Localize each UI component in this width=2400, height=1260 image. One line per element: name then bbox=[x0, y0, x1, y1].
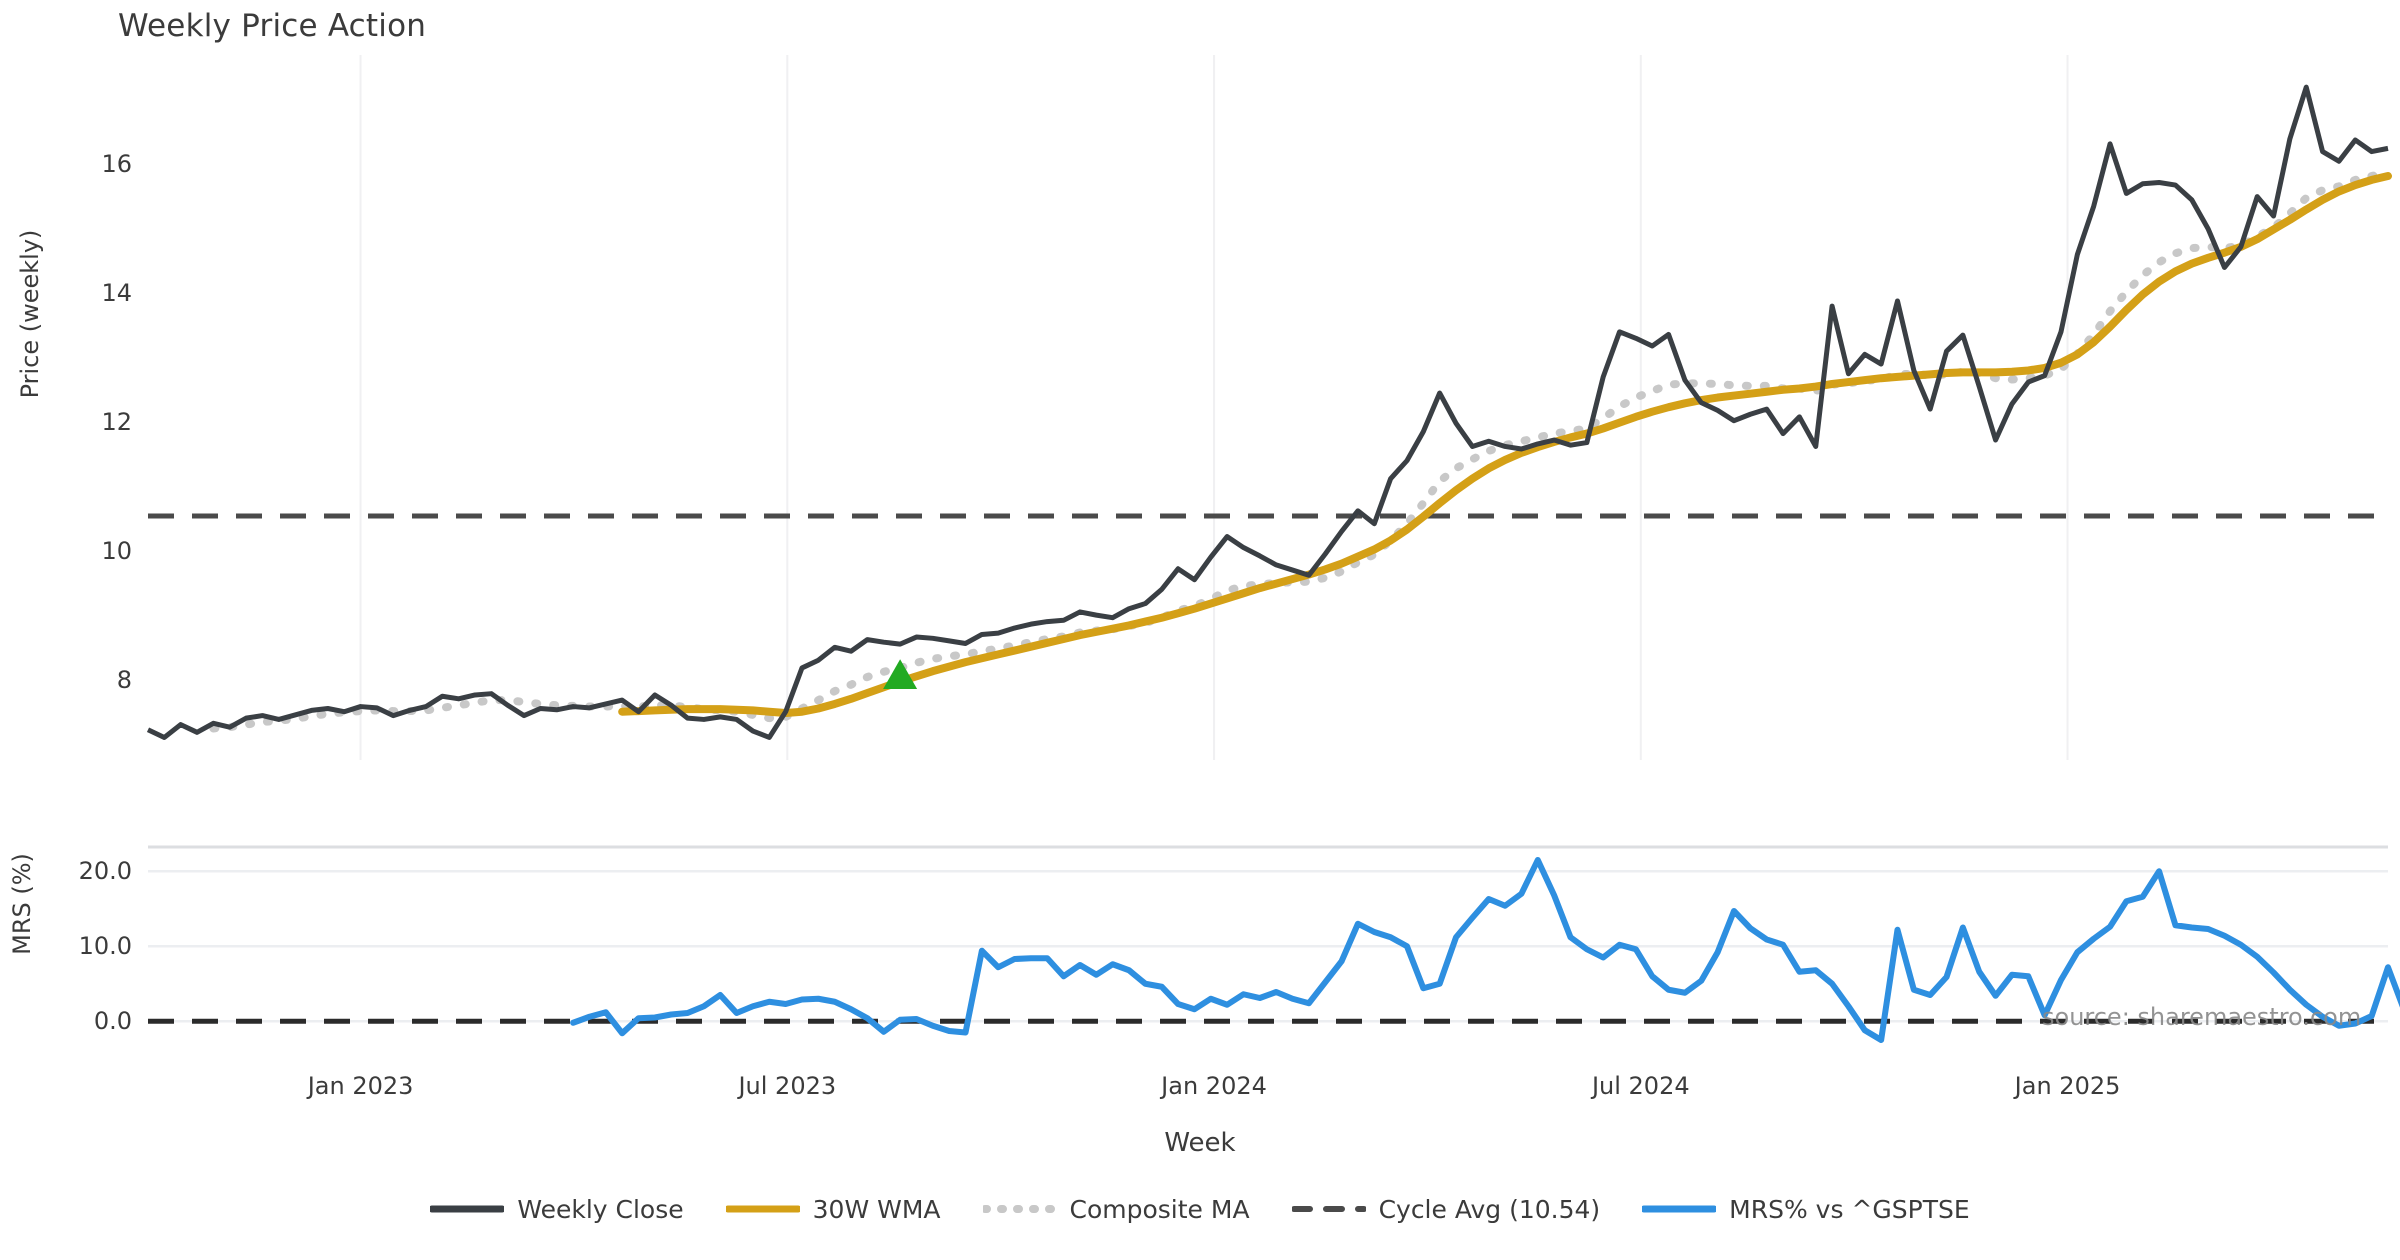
legend-label: Weekly Close bbox=[517, 1194, 684, 1224]
legend-item-0[interactable]: Weekly Close bbox=[430, 1194, 684, 1224]
mrs-ytick-label: 0.0 bbox=[93, 1007, 132, 1036]
wma-line bbox=[618, 172, 2392, 717]
price-ytick-label: 16 bbox=[101, 150, 132, 179]
buy-signal-marker bbox=[883, 659, 918, 690]
legend-item-4[interactable]: MRS% vs ^GSPTSE bbox=[1642, 1194, 1970, 1224]
weekly-close-line bbox=[146, 84, 2389, 740]
legend-item-1[interactable]: 30W WMA bbox=[725, 1194, 941, 1224]
price-ytick-label: 8 bbox=[116, 665, 132, 694]
page-title: Weekly Price Action bbox=[118, 8, 427, 44]
price-y-axis-ticks: 8 10 12 14 16 bbox=[40, 55, 132, 760]
price-ytick-label: 14 bbox=[101, 279, 132, 308]
mrs-chart-panel bbox=[148, 845, 2400, 1055]
price-ytick-label: 12 bbox=[101, 407, 132, 436]
x-tick-label: Jan 2024 bbox=[1161, 1072, 1267, 1100]
mrs-ytick-label: 10.0 bbox=[78, 932, 132, 961]
x-tick-label: Jul 2024 bbox=[1591, 1072, 1690, 1100]
legend-label: 30W WMA bbox=[812, 1194, 941, 1224]
legend-label: Composite MA bbox=[1069, 1194, 1250, 1224]
mrs-line bbox=[570, 857, 2400, 1043]
mrs-y-axis-label: MRS (%) bbox=[8, 853, 36, 955]
legend-item-2[interactable]: Composite MA bbox=[982, 1194, 1250, 1224]
legend-swatch-icon bbox=[1291, 1206, 1366, 1212]
chart-legend: Weekly Close 30W WMA Composite MA Cycle Avg… bbox=[0, 1186, 2400, 1232]
price-y-axis-label: Price (weekly) bbox=[16, 229, 44, 399]
legend-swatch-icon bbox=[725, 1205, 800, 1213]
x-axis-ticks: Jan 2023 Jul 2023 Jan 2024 Jul 2024 Jan 2025… bbox=[148, 1072, 2388, 1112]
x-tick-label: Jan 2023 bbox=[307, 1072, 414, 1100]
source-watermark: source: sharemaestro.com bbox=[2042, 1003, 2362, 1031]
legend-swatch-icon bbox=[982, 1205, 1057, 1213]
price-ytick-label: 10 bbox=[101, 536, 132, 565]
legend-item-3[interactable]: Cycle Avg (10.54) bbox=[1291, 1194, 1601, 1224]
legend-swatch-icon bbox=[1642, 1205, 1717, 1213]
x-axis-label: Week bbox=[1164, 1128, 1236, 1158]
x-tick-label: Jan 2025 bbox=[2014, 1072, 2121, 1100]
mrs-y-axis-ticks: 0.0 10.0 20.0 bbox=[10, 845, 132, 1055]
mrs-ytick-label: 20.0 bbox=[78, 857, 132, 886]
price-chart-panel bbox=[146, 55, 2392, 760]
x-tick-label: Jul 2023 bbox=[738, 1072, 837, 1100]
legend-swatch-icon bbox=[430, 1205, 505, 1213]
legend-label: Cycle Avg (10.54) bbox=[1378, 1194, 1601, 1224]
price-plot bbox=[146, 55, 2392, 760]
mrs-plot bbox=[148, 845, 2400, 1043]
legend-label: MRS% vs ^GSPTSE bbox=[1729, 1194, 1970, 1224]
composite-ma-line bbox=[209, 168, 2392, 733]
